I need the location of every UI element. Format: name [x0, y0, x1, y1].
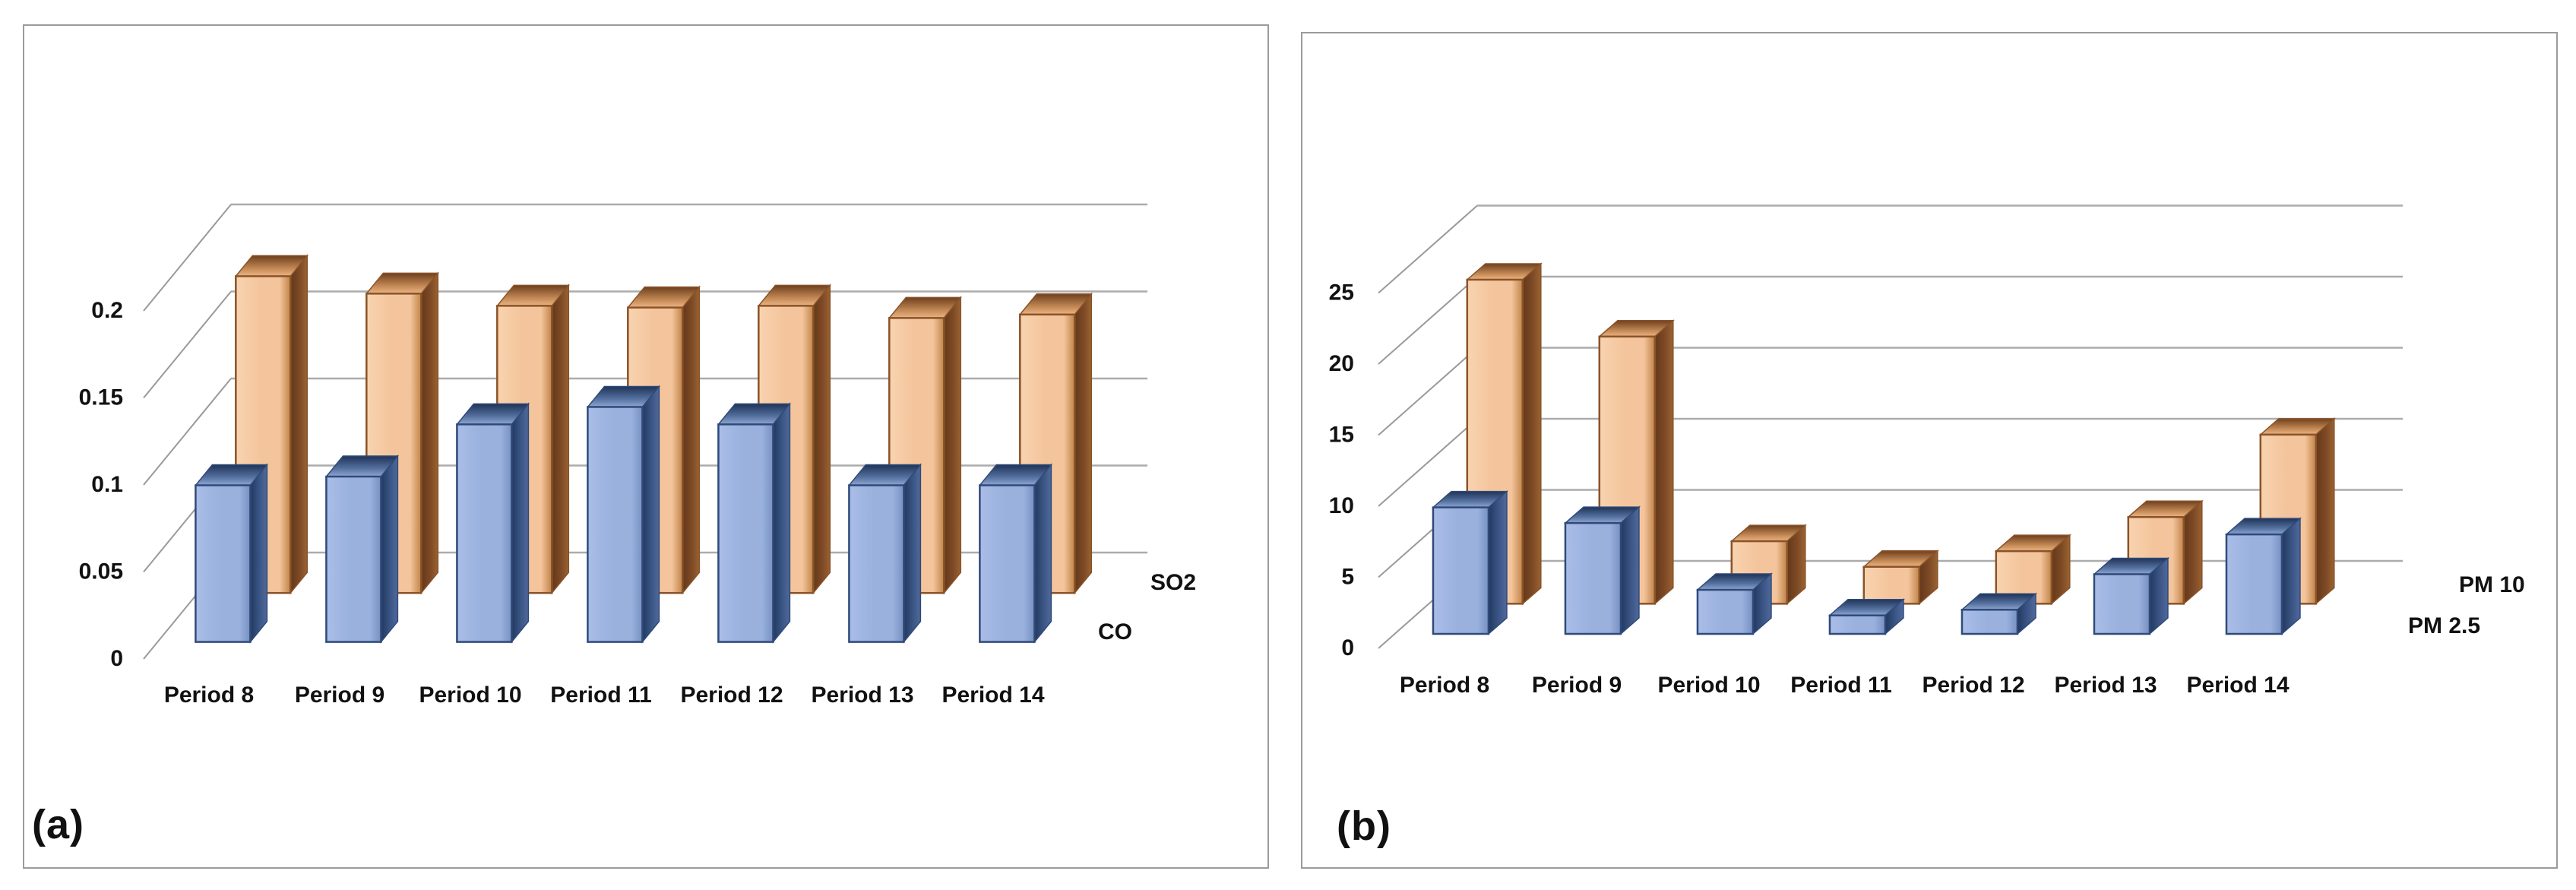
- bar-side-face: [249, 463, 268, 644]
- bar-pm-2-5-period-10: [1695, 572, 1773, 635]
- bar-chart-a: 0 0.05 0.1 0.15 0.2 Period 8 Period 9 Period 10…: [79, 203, 1196, 708]
- x-axis-label-period-14: Period 14: [2186, 673, 2289, 698]
- bar-co-period-8: [194, 463, 268, 644]
- bar-side-face: [2183, 499, 2203, 606]
- bar-front-face: [195, 484, 252, 643]
- bar-side-face: [511, 402, 530, 644]
- bar-front-face: [456, 423, 513, 643]
- bar-front-face: [717, 423, 774, 643]
- y-axis-tick-0-2: [143, 204, 232, 312]
- panel-label-b: (b): [1337, 803, 1391, 849]
- bar-side-face: [2281, 517, 2301, 635]
- x-axis-label-period-10: Period 10: [419, 683, 521, 708]
- x-axis-label-period-8: Period 8: [1400, 673, 1489, 698]
- bar-front-face: [2093, 573, 2151, 635]
- y-axis-label-20: 20: [1329, 351, 1354, 376]
- x-axis-label-period-13: Period 13: [811, 683, 913, 708]
- chart-panel-b: 0 5 10 15 20 25 Period 8 Period 9 Period 10 Perio…: [1301, 32, 2558, 869]
- y-axis-label-0: 0: [1341, 635, 1354, 660]
- bar-front-face: [325, 475, 382, 643]
- bar-front-face: [1564, 521, 1622, 635]
- bar-side-face: [290, 254, 309, 595]
- bar-side-face: [2315, 417, 2335, 606]
- bar-co-period-14: [978, 463, 1052, 644]
- bar-front-face: [1828, 614, 1887, 635]
- bar-chart-b: 0 5 10 15 20 25 Period 8 Period 9 Period 10 Perio…: [1329, 204, 2525, 698]
- bar-side-face: [1654, 319, 1674, 606]
- x-axis-label-period-14: Period 14: [941, 683, 1044, 708]
- bar-pm-2-5-period-11: [1828, 598, 1905, 635]
- x-axis-label-period-13: Period 13: [2054, 673, 2157, 698]
- y-axis-tick-10: [1378, 418, 1478, 507]
- bar-pm-2-5-period-12: [1960, 592, 2037, 635]
- bar-pm-2-5-period-13: [2092, 556, 2169, 635]
- x-axis-label-period-10: Period 10: [1657, 673, 1760, 698]
- bar-pm-2-5-period-9: [1563, 505, 1641, 635]
- bar-front-face: [1862, 565, 1921, 605]
- bar-side-face: [1620, 505, 1640, 635]
- bar-side-face: [903, 463, 922, 644]
- bar-co-period-13: [847, 463, 922, 644]
- bar-side-face: [682, 285, 701, 595]
- y-axis-label-15: 15: [1329, 423, 1354, 448]
- bar-pm-10-period-11: [1862, 550, 1939, 606]
- bar-pm-2-5-period-8: [1431, 489, 1508, 635]
- series-label-pm-10: PM 10: [2459, 572, 2525, 597]
- bar-side-face: [943, 296, 962, 595]
- series-label-pm-2-5: PM 2.5: [2408, 613, 2480, 638]
- y-axis-label-5: 5: [1341, 565, 1354, 590]
- y-axis-tick-0-1: [143, 378, 232, 486]
- bar-co-period-12: [717, 402, 791, 644]
- bar-front-face: [2225, 533, 2283, 635]
- bar-front-face: [1960, 608, 2019, 635]
- bar-co-period-9: [324, 454, 399, 644]
- bar-pm-10-period-12: [1994, 534, 2071, 606]
- y-axis-tick-20: [1378, 276, 1478, 365]
- series-label-so2: SO2: [1150, 570, 1196, 595]
- bar-front-face: [587, 406, 644, 643]
- panel-label-a: (a): [32, 802, 84, 847]
- bar-front-face: [1432, 506, 1490, 635]
- y-axis-tick-0-15: [143, 290, 232, 399]
- y-axis-label-0: 0: [110, 646, 123, 671]
- y-axis-label-0-2: 0.2: [91, 298, 123, 323]
- y-axis-label-0-15: 0.15: [79, 385, 123, 410]
- bar-side-face: [551, 283, 570, 595]
- x-axis-label-period-11: Period 11: [550, 683, 651, 708]
- y-axis-tick-15: [1378, 347, 1478, 436]
- y-axis-label-0-1: 0.1: [91, 472, 123, 497]
- x-axis-label-period-8: Period 8: [164, 683, 254, 708]
- bar-side-face: [1522, 262, 1542, 606]
- bar-so2-period-13: [888, 296, 962, 595]
- x-axis-label-period-12: Period 12: [680, 683, 783, 708]
- bar-side-face: [420, 271, 439, 595]
- bar-front-face: [848, 484, 905, 643]
- bar-side-face: [380, 454, 399, 644]
- bar-co-period-11: [586, 385, 660, 644]
- x-axis-label-period-12: Period 12: [1922, 673, 2024, 698]
- bar-side-face: [1074, 292, 1093, 595]
- bar-side-face: [772, 402, 791, 644]
- y-axis-label-0-05: 0.05: [79, 559, 123, 584]
- bar-side-face: [1033, 463, 1052, 644]
- chart-panel-a: 0 0.05 0.1 0.15 0.2 Period 8 Period 9 Period 10…: [23, 24, 1269, 869]
- bar-side-face: [812, 283, 831, 595]
- bar-front-face: [979, 484, 1036, 643]
- y-axis-tick-25: [1378, 204, 1478, 294]
- bar-co-period-10: [455, 402, 530, 644]
- x-axis-label-period-9: Period 9: [1532, 673, 1622, 698]
- series-label-co: CO: [1098, 619, 1132, 645]
- bar-side-face: [641, 385, 660, 644]
- y-axis-label-10: 10: [1329, 493, 1354, 518]
- x-axis-label-period-11: Period 11: [1790, 673, 1891, 698]
- x-axis-label-period-9: Period 9: [295, 683, 385, 708]
- bar-side-face: [1488, 489, 1508, 635]
- bar-pm-2-5-period-14: [2224, 517, 2302, 635]
- y-axis-label-25: 25: [1329, 280, 1354, 306]
- bar-front-face: [1696, 588, 1755, 635]
